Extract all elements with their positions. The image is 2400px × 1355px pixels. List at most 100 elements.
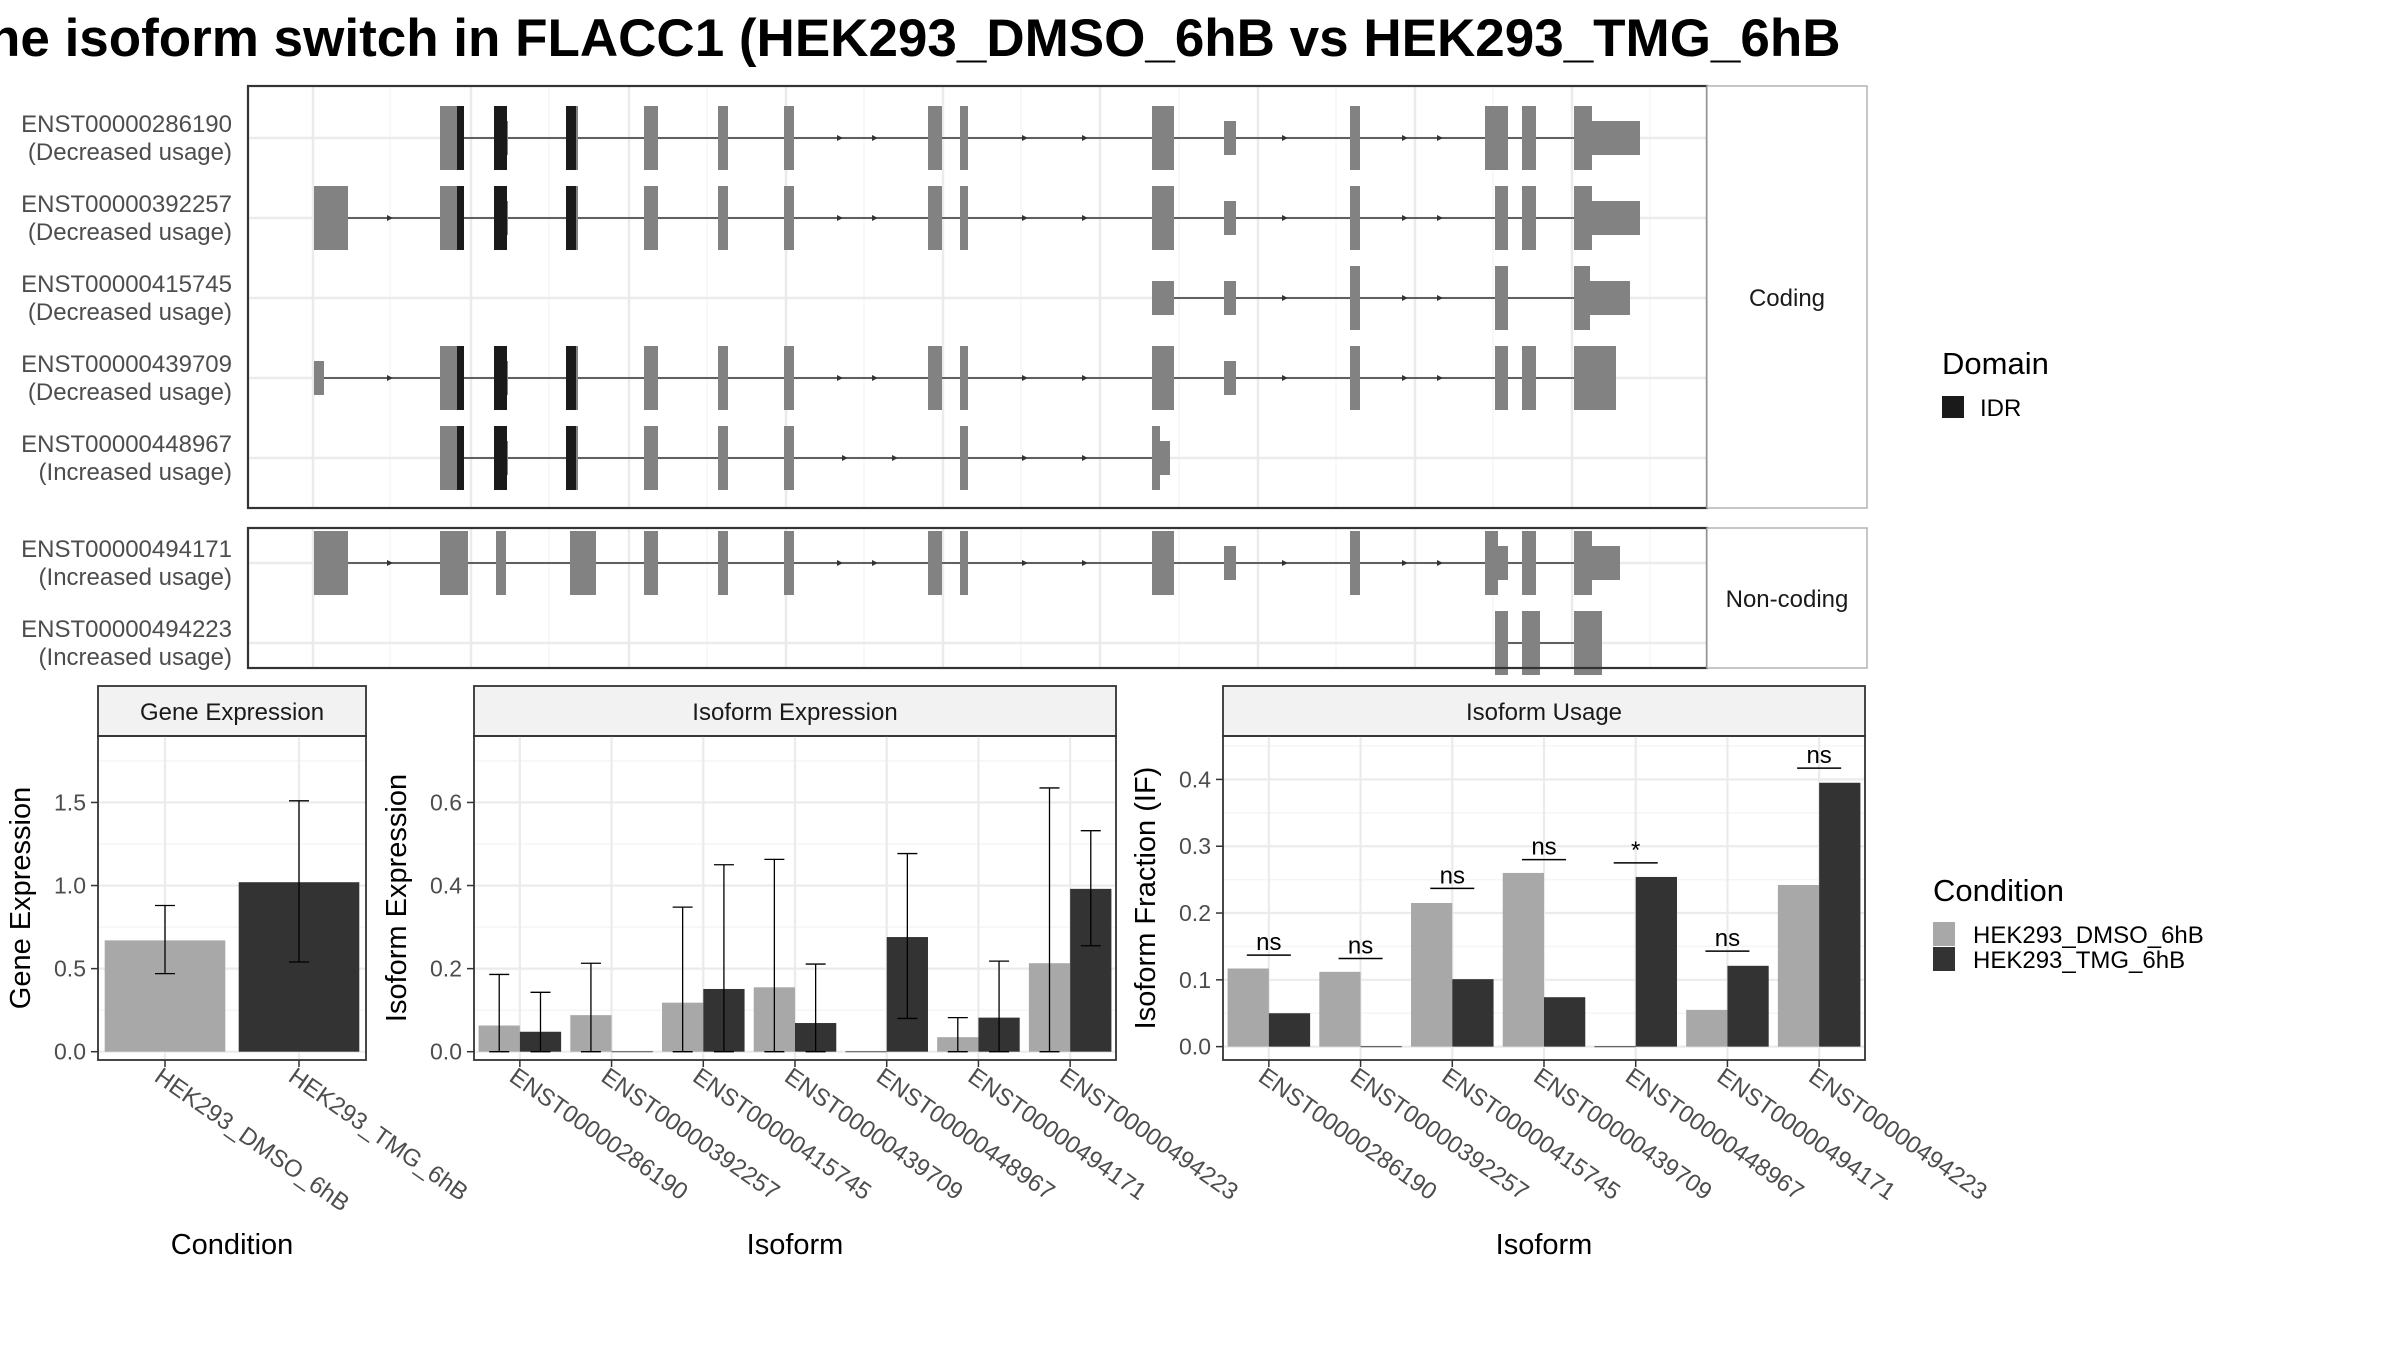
transcript-usage-label: (Decreased usage) <box>28 379 232 406</box>
chart-title: Isoform Usage <box>1466 699 1622 726</box>
exon <box>314 186 348 250</box>
strand-arrow <box>1437 375 1443 381</box>
bar-chart-1: Isoform Expression 0.0 0.2 0.4 0.6 Isoform Ex… <box>381 685 1243 1261</box>
transcript-track <box>440 106 1640 170</box>
strand-arrow <box>1282 560 1288 566</box>
exon <box>644 106 658 170</box>
strand-arrow <box>837 135 843 141</box>
exon <box>1162 281 1174 315</box>
exon <box>644 426 658 490</box>
exon <box>1588 121 1640 155</box>
exon <box>1574 346 1592 410</box>
exon <box>314 361 324 395</box>
strand-arrow <box>1022 135 1028 141</box>
y-tick-label: 0.0 <box>54 1039 86 1065</box>
idr-domain <box>457 426 464 490</box>
strand-arrow <box>1437 295 1443 301</box>
exon <box>1152 186 1174 250</box>
strand-arrow <box>1437 215 1443 221</box>
strand-arrow <box>1082 375 1088 381</box>
strand-arrow <box>1402 215 1408 221</box>
strand-arrow <box>872 215 878 221</box>
idr-domain <box>566 186 576 250</box>
strand-arrow <box>892 455 898 461</box>
strand-arrow <box>387 215 393 221</box>
exon <box>1522 186 1536 250</box>
y-axis-label: Gene Expression <box>5 787 37 1009</box>
exon <box>644 346 658 410</box>
coding-strip-label: Coding <box>1749 285 1825 312</box>
strand-arrow <box>837 560 843 566</box>
exon <box>1152 106 1174 170</box>
figure-title: he isoform switch in FLACC1 (HEK293_DMSO… <box>0 9 1841 68</box>
strand-arrow <box>1282 215 1288 221</box>
exon <box>1574 611 1602 675</box>
transcript-id-label: ENST00000494171 <box>21 536 232 563</box>
exon <box>718 106 728 170</box>
chart-strip <box>97 685 367 737</box>
strand-arrow <box>1402 375 1408 381</box>
strand-arrow <box>1402 295 1408 301</box>
significance-label: ns <box>1256 929 1281 956</box>
strand-arrow <box>1022 215 1028 221</box>
exon <box>496 531 506 595</box>
strand-arrow <box>1437 560 1443 566</box>
exon <box>1522 346 1536 410</box>
chart-strip <box>1222 685 1866 737</box>
exon <box>1588 346 1616 410</box>
idr-domain <box>494 106 507 170</box>
exon <box>784 186 794 250</box>
bar-dmso <box>1502 872 1544 1047</box>
transcript-track <box>1152 266 1630 330</box>
x-axis-label: Isoform <box>747 1229 844 1261</box>
exon <box>1350 531 1360 595</box>
bar-dmso <box>1777 884 1820 1047</box>
exon <box>1495 266 1508 330</box>
exon <box>928 106 942 170</box>
significance-label: ns <box>1348 932 1373 959</box>
strand-arrow <box>872 560 878 566</box>
y-axis-label: Isoform Fraction (IF) <box>1130 767 1162 1030</box>
bar-dmso <box>1227 968 1269 1047</box>
transcript-id-label: ENST00000439709 <box>21 351 232 378</box>
idr-domain <box>494 346 507 410</box>
significance-label: ns <box>1531 834 1556 861</box>
exon <box>1152 426 1160 490</box>
bar-tmg <box>1544 997 1586 1047</box>
exon <box>1224 121 1236 155</box>
chart-frame <box>97 735 367 1061</box>
y-tick-label: 0.4 <box>430 873 462 899</box>
condition-legend-swatch <box>1933 922 1955 946</box>
bar-tmg <box>1727 965 1769 1047</box>
exon <box>1350 186 1360 250</box>
y-tick-label: 1.0 <box>54 873 86 899</box>
exon <box>1588 201 1640 235</box>
significance-label: ns <box>1715 925 1740 952</box>
transcript-id-label: ENST00000448967 <box>21 431 232 458</box>
noncoding-panel-bg <box>248 528 1707 668</box>
exon <box>928 346 942 410</box>
idr-domain <box>457 346 464 410</box>
legends: Domain IDR Condition HEK293_DMSO_6hBHEK293_… <box>1933 346 2204 974</box>
exon <box>928 186 942 250</box>
strand-arrow <box>872 375 878 381</box>
strand-arrow <box>1082 560 1088 566</box>
exon <box>1158 441 1170 475</box>
transcript-track <box>1495 611 1602 675</box>
bar-chart-2: Isoform Usage ns ns ns ns * ns ns 0.0 0.1 0.2 0.3 0.… <box>1130 685 1992 1261</box>
exon <box>1152 531 1174 595</box>
exon <box>1588 281 1630 315</box>
bar-dmso <box>1686 1009 1728 1047</box>
transcript-id-label: ENST00000415745 <box>21 271 232 298</box>
y-tick-label: 0.2 <box>1179 900 1211 926</box>
bar-tmg <box>1635 876 1677 1047</box>
y-tick-label: 0.6 <box>430 789 462 815</box>
noncoding-strip <box>1706 527 1868 669</box>
exon <box>784 346 794 410</box>
exon <box>1350 346 1360 410</box>
significance-label: ns <box>1440 862 1465 889</box>
x-axis-label: Condition <box>171 1229 294 1261</box>
exon <box>784 106 794 170</box>
